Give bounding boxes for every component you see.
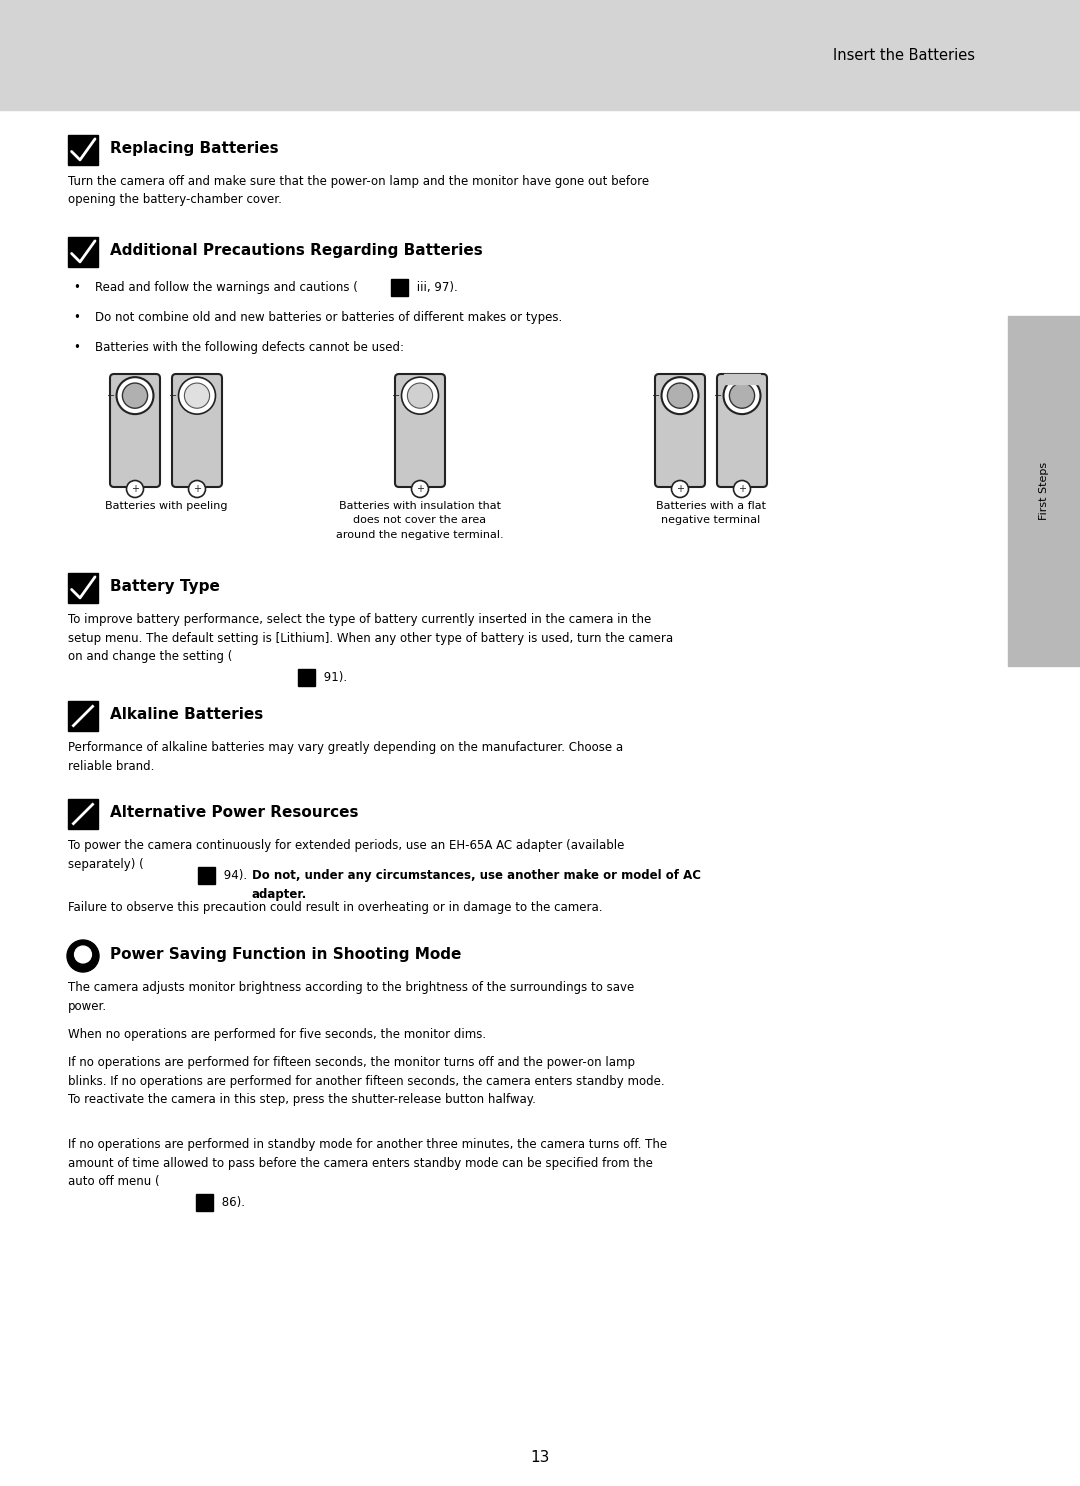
- Text: Alternative Power Resources: Alternative Power Resources: [110, 805, 359, 820]
- Text: The camera adjusts monitor brightness according to the brightness of the surroun: The camera adjusts monitor brightness ac…: [68, 981, 634, 1012]
- Text: 13: 13: [530, 1450, 550, 1465]
- Text: Read and follow the warnings and cautions (: Read and follow the warnings and caution…: [95, 281, 357, 294]
- Text: Performance of alkaline batteries may vary greatly depending on the manufacturer: Performance of alkaline batteries may va…: [68, 742, 623, 773]
- Text: +: +: [193, 484, 201, 493]
- Text: Battery Type: Battery Type: [110, 580, 220, 594]
- Text: +: +: [131, 484, 139, 493]
- Text: −: −: [714, 391, 721, 401]
- FancyBboxPatch shape: [717, 374, 767, 487]
- Ellipse shape: [185, 383, 210, 409]
- FancyBboxPatch shape: [654, 374, 705, 487]
- Circle shape: [411, 480, 429, 498]
- Circle shape: [75, 947, 92, 963]
- Circle shape: [733, 480, 751, 498]
- Text: To power the camera continuously for extended periods, use an EH-65A AC adapter : To power the camera continuously for ext…: [68, 840, 624, 871]
- Ellipse shape: [724, 377, 760, 415]
- Bar: [68, 135, 98, 165]
- Text: If no operations are performed for fifteen seconds, the monitor turns off and th: If no operations are performed for fifte…: [68, 1057, 664, 1106]
- Text: 94).: 94).: [220, 869, 251, 883]
- Bar: [391, 279, 408, 296]
- Circle shape: [672, 480, 689, 498]
- Text: −: −: [107, 391, 114, 401]
- Text: −: −: [168, 391, 177, 401]
- Text: Batteries with a flat
negative terminal: Batteries with a flat negative terminal: [656, 501, 766, 526]
- Text: Batteries with the following defects cannot be used:: Batteries with the following defects can…: [95, 340, 404, 354]
- Ellipse shape: [122, 383, 148, 409]
- Ellipse shape: [407, 383, 433, 409]
- Text: •: •: [73, 281, 80, 294]
- Bar: [68, 799, 98, 829]
- Text: Batteries with peeling: Batteries with peeling: [105, 501, 227, 511]
- Text: Do not combine old and new batteries or batteries of different makes or types.: Do not combine old and new batteries or …: [95, 311, 563, 324]
- Text: +: +: [676, 484, 684, 493]
- Text: −: −: [651, 391, 660, 401]
- FancyBboxPatch shape: [172, 374, 222, 487]
- Text: •: •: [73, 311, 80, 324]
- FancyBboxPatch shape: [395, 374, 445, 487]
- Bar: [198, 866, 215, 884]
- Text: Additional Precautions Regarding Batteries: Additional Precautions Regarding Batteri…: [110, 244, 483, 259]
- Bar: [1008, 317, 1080, 666]
- Circle shape: [189, 480, 205, 498]
- Bar: [298, 669, 315, 687]
- Circle shape: [67, 941, 99, 972]
- Ellipse shape: [667, 383, 692, 409]
- Bar: [68, 574, 98, 603]
- FancyBboxPatch shape: [110, 374, 160, 487]
- Text: Power Saving Function in Shooting Mode: Power Saving Function in Shooting Mode: [110, 947, 461, 961]
- Circle shape: [126, 480, 144, 498]
- Text: iii, 97).: iii, 97).: [413, 281, 458, 294]
- Bar: [724, 374, 760, 383]
- Text: Alkaline Batteries: Alkaline Batteries: [110, 707, 264, 722]
- Text: Replacing Batteries: Replacing Batteries: [110, 141, 279, 156]
- Ellipse shape: [729, 383, 755, 409]
- Text: −: −: [392, 391, 400, 401]
- Text: Failure to observe this precaution could result in overheating or in damage to t: Failure to observe this precaution could…: [68, 901, 603, 914]
- Text: •: •: [73, 340, 80, 354]
- Text: +: +: [416, 484, 424, 493]
- Bar: [195, 1193, 213, 1211]
- Bar: [68, 701, 98, 731]
- Text: To improve battery performance, select the type of battery currently inserted in: To improve battery performance, select t…: [68, 614, 673, 663]
- Text: Do not, under any circumstances, use another make or model of AC
adapter.: Do not, under any circumstances, use ano…: [252, 869, 701, 901]
- Text: +: +: [738, 484, 746, 493]
- Ellipse shape: [178, 377, 216, 415]
- Text: 91).: 91).: [320, 672, 347, 684]
- Ellipse shape: [402, 377, 438, 415]
- Text: If no operations are performed in standby mode for another three minutes, the ca: If no operations are performed in standb…: [68, 1138, 667, 1187]
- Text: 86).: 86).: [218, 1196, 245, 1210]
- Bar: [68, 236, 98, 267]
- Text: Batteries with insulation that
does not cover the area
around the negative termi: Batteries with insulation that does not …: [336, 501, 503, 539]
- Bar: [0, 0, 1080, 110]
- Text: First Steps: First Steps: [1039, 462, 1049, 520]
- Text: When no operations are performed for five seconds, the monitor dims.: When no operations are performed for fiv…: [68, 1028, 486, 1042]
- Text: Turn the camera off and make sure that the power-on lamp and the monitor have go: Turn the camera off and make sure that t…: [68, 175, 649, 207]
- Text: Insert the Batteries: Insert the Batteries: [833, 48, 975, 62]
- Ellipse shape: [662, 377, 699, 415]
- Ellipse shape: [117, 377, 153, 415]
